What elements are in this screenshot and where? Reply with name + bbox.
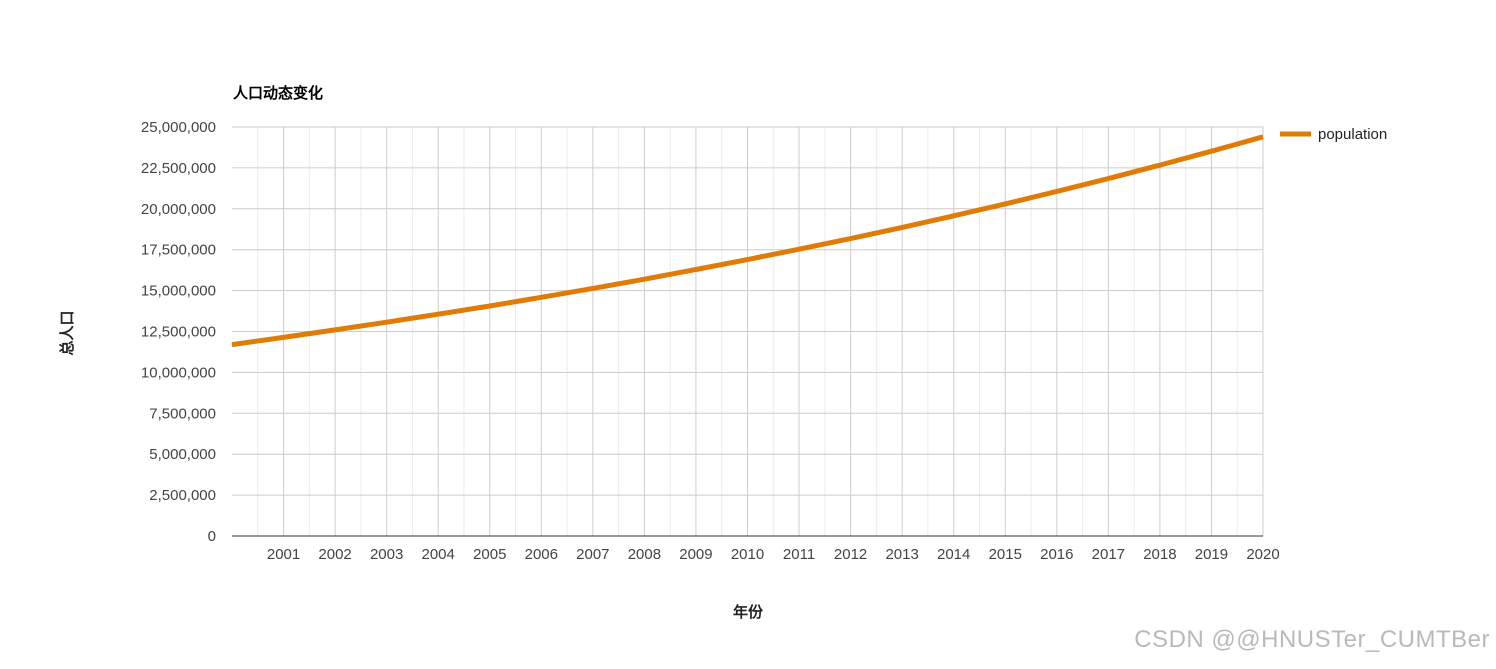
series-line-population[interactable]: [231, 134, 1264, 348]
y-tick-label: 0: [208, 528, 216, 545]
x-tick-label: 2010: [731, 546, 764, 563]
x-tick-label: 2011: [783, 546, 815, 563]
x-tick-label: 2001: [267, 546, 300, 563]
major-gridlines: [232, 126, 1264, 536]
y-tick-label: 2,500,000: [149, 487, 216, 504]
x-tick-label: 2005: [473, 546, 506, 563]
legend-label: population: [1318, 126, 1387, 143]
x-tick-label: 2017: [1092, 546, 1125, 563]
y-tick-label: 22,500,000: [141, 160, 216, 177]
y-axis-title: 总人口: [58, 310, 76, 355]
x-tick-label: 2008: [628, 546, 661, 563]
x-tick-label: 2015: [989, 546, 1022, 563]
y-tick-label: 15,000,000: [141, 283, 216, 300]
x-tick-label: 2002: [318, 546, 351, 563]
x-tick-label: 2012: [834, 546, 867, 563]
x-tick-label: 2003: [370, 546, 403, 563]
x-tick-label: 2020: [1246, 546, 1279, 563]
y-axis-tick-labels: 0 2,500,000 5,000,000 7,500,000 10,000,000 12…: [141, 119, 216, 545]
x-tick-label: 2018: [1143, 546, 1176, 563]
y-tick-label: 5,000,000: [149, 446, 216, 463]
y-tick-label: 12,500,000: [141, 324, 216, 341]
y-tick-label: 25,000,000: [141, 119, 216, 136]
x-axis-tick-labels: 2001 2002 2003 2004 2005 2006 2007 2008 2009 2010…: [267, 546, 1280, 563]
y-tick-label: 10,000,000: [141, 364, 216, 381]
y-tick-label: 7,500,000: [149, 405, 216, 422]
x-tick-label: 2019: [1195, 546, 1228, 563]
series-layer: [231, 134, 1264, 348]
x-tick-label: 2004: [422, 546, 455, 563]
x-axis-title: 年份: [733, 603, 764, 621]
x-tick-label: 2014: [937, 546, 970, 563]
x-tick-label: 2009: [679, 546, 712, 563]
x-tick-label: 2016: [1040, 546, 1073, 563]
chart-title: 人口动态变化: [233, 84, 323, 102]
y-tick-label: 17,500,000: [141, 242, 216, 259]
y-tick-label: 20,000,000: [141, 201, 216, 218]
x-tick-label: 2007: [576, 546, 609, 563]
x-tick-label: 2006: [525, 546, 558, 563]
watermark: CSDN @@HNUSTer_CUMTBer: [1134, 626, 1490, 653]
x-tick-label: 2013: [885, 546, 918, 563]
legend[interactable]: population: [1280, 126, 1387, 143]
